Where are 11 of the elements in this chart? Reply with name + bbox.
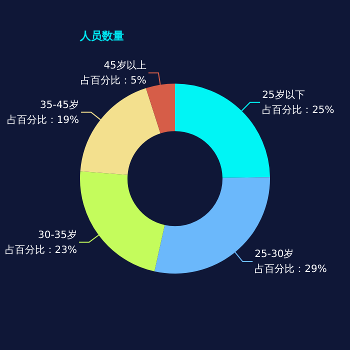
data-label: 占百分比：23% (4, 244, 78, 256)
slice-label: 30-35岁 (38, 228, 78, 241)
data-label: 占百分比：19% (6, 114, 80, 126)
slice-label: 25-30岁 (254, 248, 294, 260)
data-label: 占百分比：5% (80, 74, 146, 86)
chart-title: 人员数量 (79, 29, 124, 42)
slice-label: 45岁以上 (104, 59, 146, 72)
data-label: 占百分比：25% (262, 104, 334, 116)
data-label: 占百分比：29% (254, 263, 327, 276)
slice-label: 35-45岁 (40, 98, 80, 111)
slice-label: 25岁以下 (262, 88, 305, 101)
